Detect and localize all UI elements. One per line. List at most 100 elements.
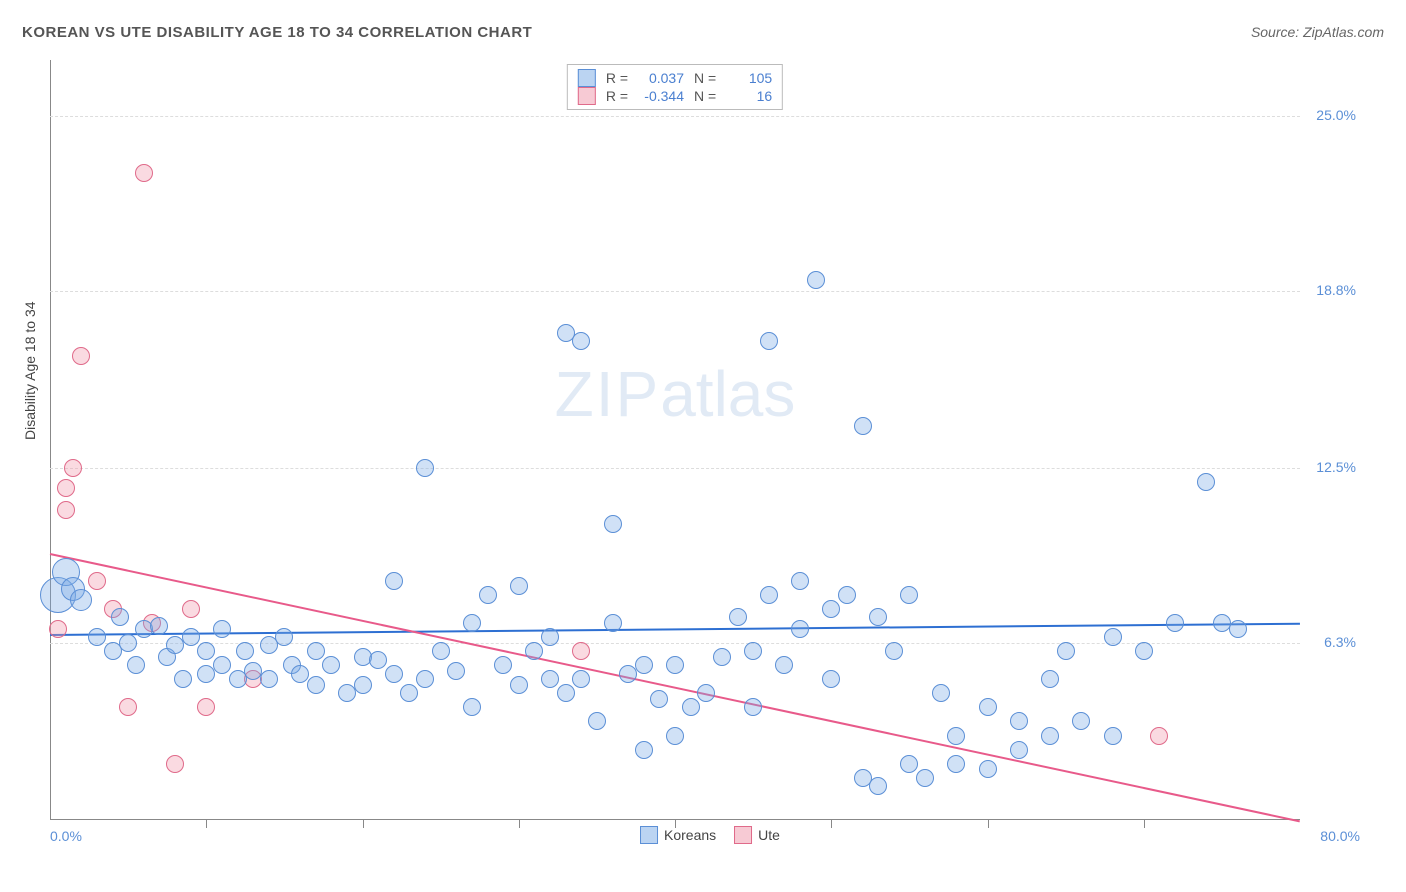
scatter-point-koreans <box>588 712 606 730</box>
scatter-point-koreans <box>1104 628 1122 646</box>
scatter-point-koreans <box>400 684 418 702</box>
series-legend: Koreans Ute <box>640 826 780 844</box>
scatter-point-ute <box>72 347 90 365</box>
scatter-point-koreans <box>260 670 278 688</box>
scatter-point-koreans <box>307 676 325 694</box>
scatter-point-koreans <box>88 628 106 646</box>
gridline <box>50 116 1300 117</box>
swatch-ute-icon <box>578 87 596 105</box>
scatter-point-koreans <box>932 684 950 702</box>
x-tick <box>519 820 520 828</box>
y-axis <box>50 60 51 820</box>
scatter-point-koreans <box>369 651 387 669</box>
scatter-point-koreans <box>604 515 622 533</box>
y-tick-label: 18.8% <box>1316 282 1356 298</box>
scatter-point-koreans <box>1072 712 1090 730</box>
scatter-point-ute <box>57 501 75 519</box>
legend-item-ute: Ute <box>734 826 780 844</box>
y-tick-label: 25.0% <box>1316 107 1356 123</box>
scatter-point-ute <box>166 755 184 773</box>
scatter-point-koreans <box>1197 473 1215 491</box>
scatter-point-ute <box>49 620 67 638</box>
scatter-point-koreans <box>322 656 340 674</box>
scatter-point-koreans <box>947 755 965 773</box>
stat-row-koreans: R = 0.037 N = 105 <box>578 69 772 87</box>
gridline <box>50 291 1300 292</box>
scatter-point-koreans <box>775 656 793 674</box>
scatter-point-koreans <box>1041 727 1059 745</box>
y-axis-label: Disability Age 18 to 34 <box>22 301 38 440</box>
scatter-point-koreans <box>119 634 137 652</box>
x-tick <box>363 820 364 828</box>
x-tick <box>675 820 676 828</box>
scatter-point-koreans <box>291 665 309 683</box>
scatter-point-koreans <box>510 676 528 694</box>
x-tick <box>206 820 207 828</box>
scatter-point-koreans <box>1041 670 1059 688</box>
chart-container: ZIPatlas Disability Age 18 to 34 R = 0.0… <box>50 60 1360 840</box>
scatter-point-koreans <box>682 698 700 716</box>
watermark-atlas: atlas <box>660 358 795 430</box>
scatter-point-koreans <box>650 690 668 708</box>
scatter-point-koreans <box>1135 642 1153 660</box>
scatter-point-koreans <box>869 608 887 626</box>
scatter-point-ute <box>88 572 106 590</box>
scatter-point-koreans <box>541 670 559 688</box>
y-tick-label: 12.5% <box>1316 459 1356 475</box>
scatter-point-koreans <box>979 698 997 716</box>
stat-R-ute: -0.344 <box>634 88 684 104</box>
scatter-point-koreans <box>604 614 622 632</box>
x-axis-max-label: 80.0% <box>1320 828 1360 844</box>
legend-label-ute: Ute <box>758 827 780 843</box>
scatter-point-koreans <box>494 656 512 674</box>
scatter-point-koreans <box>275 628 293 646</box>
x-tick <box>988 820 989 828</box>
scatter-point-koreans <box>900 755 918 773</box>
swatch-koreans-icon <box>640 826 658 844</box>
scatter-point-koreans <box>1010 712 1028 730</box>
scatter-point-koreans <box>900 586 918 604</box>
scatter-point-koreans <box>213 656 231 674</box>
scatter-point-koreans <box>557 684 575 702</box>
stat-N-label: N = <box>694 70 716 86</box>
scatter-point-ute <box>197 698 215 716</box>
scatter-point-koreans <box>791 620 809 638</box>
scatter-point-koreans <box>807 271 825 289</box>
scatter-point-koreans <box>916 769 934 787</box>
scatter-point-koreans <box>760 586 778 604</box>
scatter-point-koreans <box>432 642 450 660</box>
scatter-point-koreans <box>666 727 684 745</box>
scatter-point-koreans <box>635 741 653 759</box>
scatter-point-koreans <box>236 642 254 660</box>
scatter-point-koreans <box>463 698 481 716</box>
scatter-point-koreans <box>713 648 731 666</box>
scatter-point-koreans <box>385 572 403 590</box>
scatter-point-koreans <box>525 642 543 660</box>
stat-N-ute: 16 <box>722 88 772 104</box>
correlation-stat-box: R = 0.037 N = 105 R = -0.344 N = 16 <box>567 64 783 110</box>
stat-N-koreans: 105 <box>722 70 772 86</box>
scatter-point-koreans <box>197 642 215 660</box>
scatter-point-koreans <box>354 676 372 694</box>
scatter-point-koreans <box>213 620 231 638</box>
scatter-point-ute <box>1150 727 1168 745</box>
stat-N-label: N = <box>694 88 716 104</box>
source-label: Source: ZipAtlas.com <box>1251 24 1384 40</box>
scatter-point-koreans <box>174 670 192 688</box>
scatter-point-koreans <box>572 332 590 350</box>
scatter-point-koreans <box>416 670 434 688</box>
swatch-koreans-icon <box>578 69 596 87</box>
scatter-point-koreans <box>70 589 92 611</box>
scatter-point-koreans <box>1057 642 1075 660</box>
x-tick <box>1144 820 1145 828</box>
scatter-point-koreans <box>1104 727 1122 745</box>
scatter-point-koreans <box>854 417 872 435</box>
scatter-point-koreans <box>822 670 840 688</box>
legend-label-koreans: Koreans <box>664 827 716 843</box>
scatter-point-koreans <box>463 614 481 632</box>
scatter-point-koreans <box>182 628 200 646</box>
scatter-point-koreans <box>947 727 965 745</box>
chart-title: KOREAN VS UTE DISABILITY AGE 18 TO 34 CO… <box>22 24 532 41</box>
scatter-point-koreans <box>729 608 747 626</box>
scatter-point-koreans <box>744 698 762 716</box>
